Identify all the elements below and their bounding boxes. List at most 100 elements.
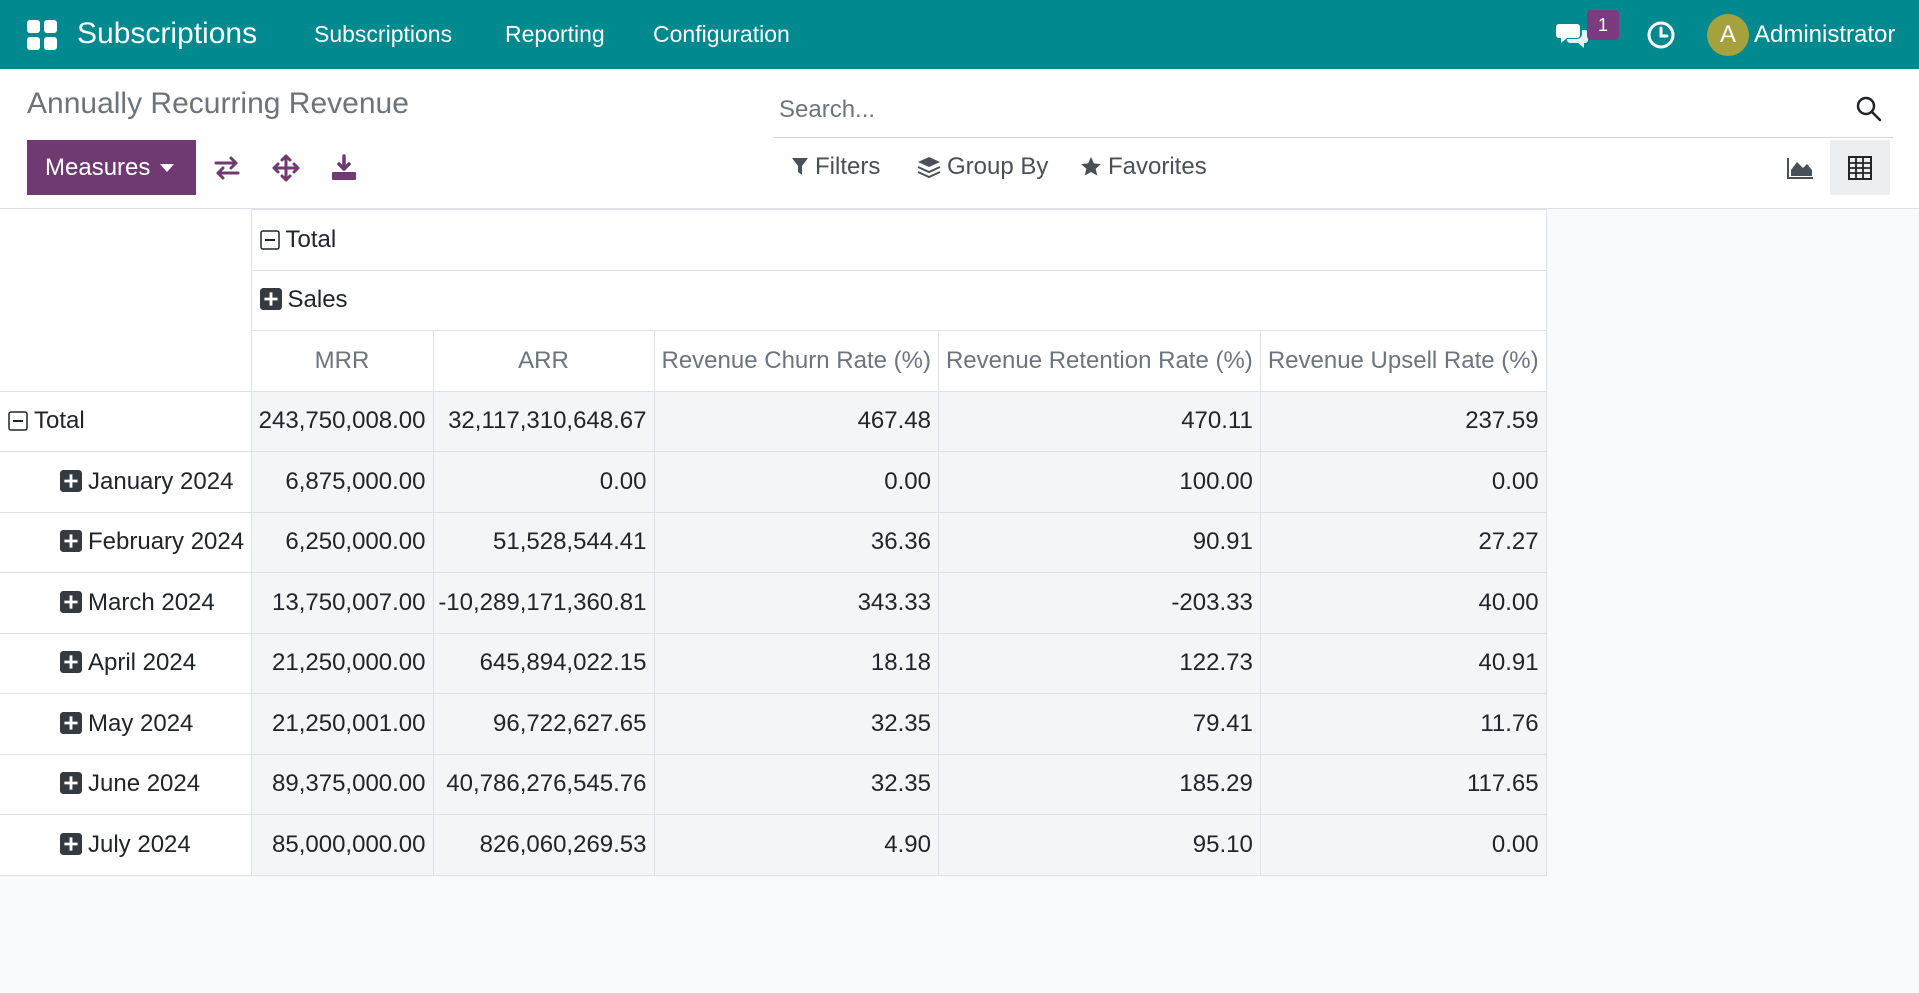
favorites-label: Favorites: [1108, 153, 1207, 180]
table-cell[interactable]: 470.11: [937, 390, 1261, 452]
measure-header-retention[interactable]: Revenue Retention Rate (%): [937, 330, 1261, 392]
table-cell[interactable]: 32.35: [653, 753, 939, 815]
table-cell[interactable]: 6,875,000.00: [250, 451, 434, 513]
layers-icon: [917, 157, 941, 178]
group-by-button[interactable]: Group By: [917, 153, 1048, 181]
pivot-body: January 2024 6,875,000.00 0.00 0.00 100.00 0.…: [0, 451, 1547, 876]
measure-header-arr[interactable]: ARR: [432, 330, 655, 392]
table-cell[interactable]: 0.00: [1259, 814, 1547, 876]
table-cell[interactable]: 27.27: [1259, 511, 1547, 573]
apps-menu-icon[interactable]: [27, 20, 57, 50]
table-cell[interactable]: 96,722,627.65: [432, 693, 655, 755]
col-header-sales-label: Sales: [287, 286, 348, 314]
table-cell[interactable]: 117.65: [1259, 753, 1547, 815]
table-cell[interactable]: 0.00: [653, 451, 939, 513]
star-icon: [1081, 156, 1101, 176]
measure-header-churn[interactable]: Revenue Churn Rate (%): [653, 330, 939, 392]
table-cell[interactable]: 40.91: [1259, 632, 1547, 694]
menu-subscriptions[interactable]: Subscriptions: [314, 21, 453, 47]
table-cell[interactable]: 100.00: [937, 451, 1261, 513]
table-row: July 2024 85,000,000.00 826,060,269.53 4.90…: [0, 814, 1547, 876]
control-panel: Annually Recurring Revenue Measures Filt…: [0, 69, 1919, 209]
expand-icon: [60, 711, 82, 734]
filters-label: Filters: [815, 153, 881, 180]
table-cell[interactable]: 85,000,000.00: [250, 814, 434, 876]
table-cell[interactable]: 4.90: [653, 814, 939, 876]
table-row-total: Total 243,750,008.00 32,117,310,648.67 4…: [0, 390, 1547, 452]
download-icon[interactable]: [329, 153, 359, 183]
table-cell[interactable]: 243,750,008.00: [250, 390, 434, 452]
col-header-total[interactable]: Total: [250, 209, 1547, 271]
row-header-total[interactable]: Total: [0, 390, 252, 452]
table-cell[interactable]: 21,250,001.00: [250, 693, 434, 755]
row-header[interactable]: May 2024: [0, 693, 252, 755]
table-cell[interactable]: 89,375,000.00: [250, 753, 434, 815]
expand-all-icon[interactable]: [271, 153, 301, 183]
avatar[interactable]: A: [1707, 14, 1749, 56]
table-cell[interactable]: 13,750,007.00: [250, 572, 434, 634]
expand-icon: [60, 651, 82, 674]
measure-header-mrr[interactable]: MRR: [250, 330, 434, 392]
measures-dropdown-button[interactable]: Measures: [27, 140, 196, 195]
table-cell[interactable]: 11.76: [1259, 693, 1547, 755]
table-row: March 2024 13,750,007.00 -10,289,171,360.8…: [0, 572, 1547, 634]
row-header-total-label: Total: [34, 407, 85, 435]
table-cell[interactable]: 645,894,022.15: [432, 632, 655, 694]
filter-icon: [792, 158, 808, 175]
table-row: January 2024 6,875,000.00 0.00 0.00 100.00 0.…: [0, 451, 1547, 513]
table-cell[interactable]: 40.00: [1259, 572, 1547, 634]
table-cell[interactable]: 51,528,544.41: [432, 511, 655, 573]
measures-label: Measures: [45, 153, 151, 181]
row-header[interactable]: March 2024: [0, 572, 252, 634]
row-header[interactable]: July 2024: [0, 814, 252, 876]
row-header-label: February 2024: [88, 528, 245, 556]
table-cell[interactable]: 36.36: [653, 511, 939, 573]
table-cell[interactable]: 826,060,269.53: [432, 814, 655, 876]
table-cell[interactable]: 40,786,276,545.76: [432, 753, 655, 815]
table-cell[interactable]: -10,289,171,360.81: [432, 572, 655, 634]
row-header[interactable]: June 2024: [0, 753, 252, 815]
table-cell[interactable]: 237.59: [1259, 390, 1547, 452]
row-header[interactable]: February 2024: [0, 511, 252, 573]
user-menu[interactable]: Administrator: [1754, 21, 1896, 48]
table-cell[interactable]: 32,117,310,648.67: [432, 390, 655, 452]
table-cell[interactable]: 467.48: [653, 390, 939, 452]
row-header-label: May 2024: [88, 709, 194, 737]
table-cell[interactable]: 122.73: [937, 632, 1261, 694]
filters-button[interactable]: Filters: [791, 153, 880, 181]
row-header[interactable]: April 2024: [0, 632, 252, 694]
col-header-total-label: Total: [285, 225, 337, 253]
menu-reporting[interactable]: Reporting: [505, 21, 605, 47]
table-cell[interactable]: -203.33: [937, 572, 1261, 634]
graph-view-button[interactable]: [1770, 140, 1830, 195]
pivot-view-button[interactable]: [1830, 140, 1890, 195]
group-by-label: Group By: [947, 153, 1049, 180]
table-cell[interactable]: 90.91: [937, 511, 1261, 573]
table-row: May 2024 21,250,001.00 96,722,627.65 32.35 7…: [0, 693, 1547, 755]
expand-icon: [60, 832, 82, 855]
col-header-sales[interactable]: Sales: [250, 269, 1547, 331]
favorites-button[interactable]: Favorites: [1080, 153, 1207, 181]
activity-clock-icon[interactable]: [1646, 20, 1676, 50]
search-icon[interactable]: [1855, 95, 1883, 123]
table-cell[interactable]: 0.00: [1259, 451, 1547, 513]
table-cell[interactable]: 0.00: [432, 451, 655, 513]
app-brand[interactable]: Subscriptions: [77, 17, 258, 50]
table-cell[interactable]: 21,250,000.00: [250, 632, 434, 694]
row-header[interactable]: January 2024: [0, 451, 252, 513]
search-input[interactable]: [779, 95, 1779, 125]
row-header-label: June 2024: [88, 770, 201, 798]
measure-header-upsell[interactable]: Revenue Upsell Rate (%): [1259, 330, 1547, 392]
flip-axis-icon[interactable]: [212, 153, 242, 183]
table-cell[interactable]: 79.41: [937, 693, 1261, 755]
messages-icon[interactable]: [1555, 20, 1589, 50]
table-cell[interactable]: 185.29: [937, 753, 1261, 815]
table-icon: [1848, 155, 1872, 180]
table-cell[interactable]: 32.35: [653, 693, 939, 755]
table-cell[interactable]: 95.10: [937, 814, 1261, 876]
menu-configuration[interactable]: Configuration: [653, 21, 790, 47]
table-cell[interactable]: 343.33: [653, 572, 939, 634]
table-cell[interactable]: 18.18: [653, 632, 939, 694]
collapse-icon: [8, 411, 28, 431]
table-cell[interactable]: 6,250,000.00: [250, 511, 434, 573]
